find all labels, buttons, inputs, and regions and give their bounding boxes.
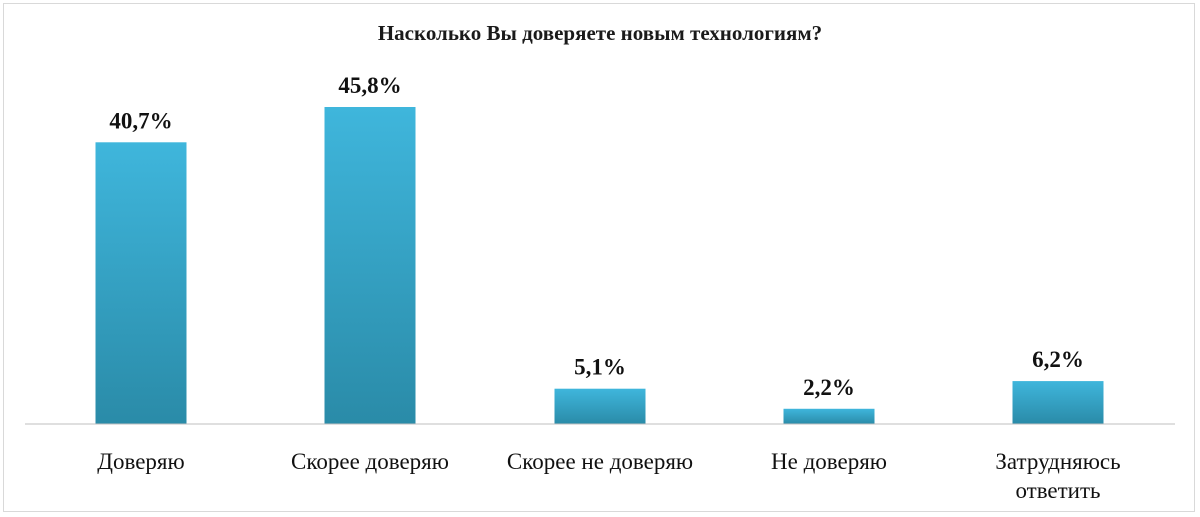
- value-label-3: 5,1%: [574, 355, 626, 380]
- bar-5: [1012, 381, 1104, 424]
- category-label-5-line-1: Затрудняюсь: [995, 449, 1120, 474]
- bar-1: [95, 142, 187, 424]
- bar-3: [554, 388, 646, 424]
- category-label-5-line-2: ответить: [1015, 478, 1100, 503]
- value-label-2: 45,8%: [338, 73, 401, 98]
- value-labels-group: 40,7% 45,8% 5,1% 2,2% 6,2%: [109, 73, 1084, 400]
- value-label-5: 6,2%: [1032, 347, 1084, 372]
- category-label-4: Не доверяю: [771, 449, 887, 474]
- category-label-2: Скорее доверяю: [291, 449, 449, 474]
- category-labels-group: Доверяю Скорее доверяю Скорее не доверяю Не…: [97, 449, 1120, 503]
- bar-4: [783, 408, 875, 424]
- chart-title: Насколько Вы доверяете новым технологиям…: [378, 21, 822, 45]
- category-label-3: Скорее не доверяю: [507, 449, 693, 474]
- value-label-1: 40,7%: [109, 108, 172, 133]
- value-label-4: 2,2%: [803, 375, 855, 400]
- bar-2: [324, 107, 416, 424]
- bars-group: [95, 107, 1104, 424]
- chart-frame: [3, 3, 1195, 512]
- category-label-1: Доверяю: [97, 449, 184, 474]
